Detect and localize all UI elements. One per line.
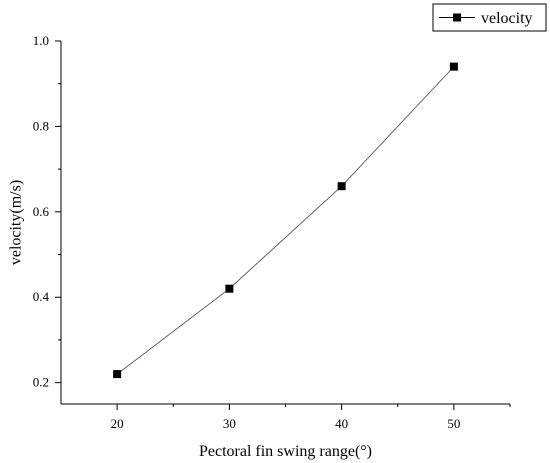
legend-marker-square: [453, 13, 461, 22]
x-tick-label: 20: [111, 416, 124, 431]
data-point-marker: [449, 62, 458, 71]
x-axis-label: Pectoral fin swing range(°): [199, 443, 372, 460]
y-tick-label: 0.8: [33, 118, 49, 133]
y-axis-ticks: 0.2 0.4 0.6 0.8 1.0: [33, 33, 61, 390]
data-point-marker: [113, 370, 122, 379]
axes: [60, 41, 510, 405]
y-axis-label: velocity(m/s): [8, 180, 25, 265]
y-tick-label: 1.0: [33, 33, 49, 48]
x-tick-label: 50: [447, 416, 460, 431]
data-point-marker: [337, 182, 346, 191]
series-layer: [113, 62, 458, 379]
legend-label-velocity: velocity: [481, 10, 533, 27]
x-tick-label: 30: [223, 416, 236, 431]
legend: velocity: [432, 3, 547, 32]
data-point-marker: [225, 284, 234, 293]
y-tick-label: 0.4: [33, 289, 50, 304]
y-tick-label: 0.6: [33, 204, 50, 219]
x-axis-ticks: 20 30 40 50: [111, 404, 511, 431]
x-tick-label: 40: [335, 416, 348, 431]
series-line-velocity: [116, 66, 455, 375]
y-tick-label: 0.2: [33, 375, 49, 390]
